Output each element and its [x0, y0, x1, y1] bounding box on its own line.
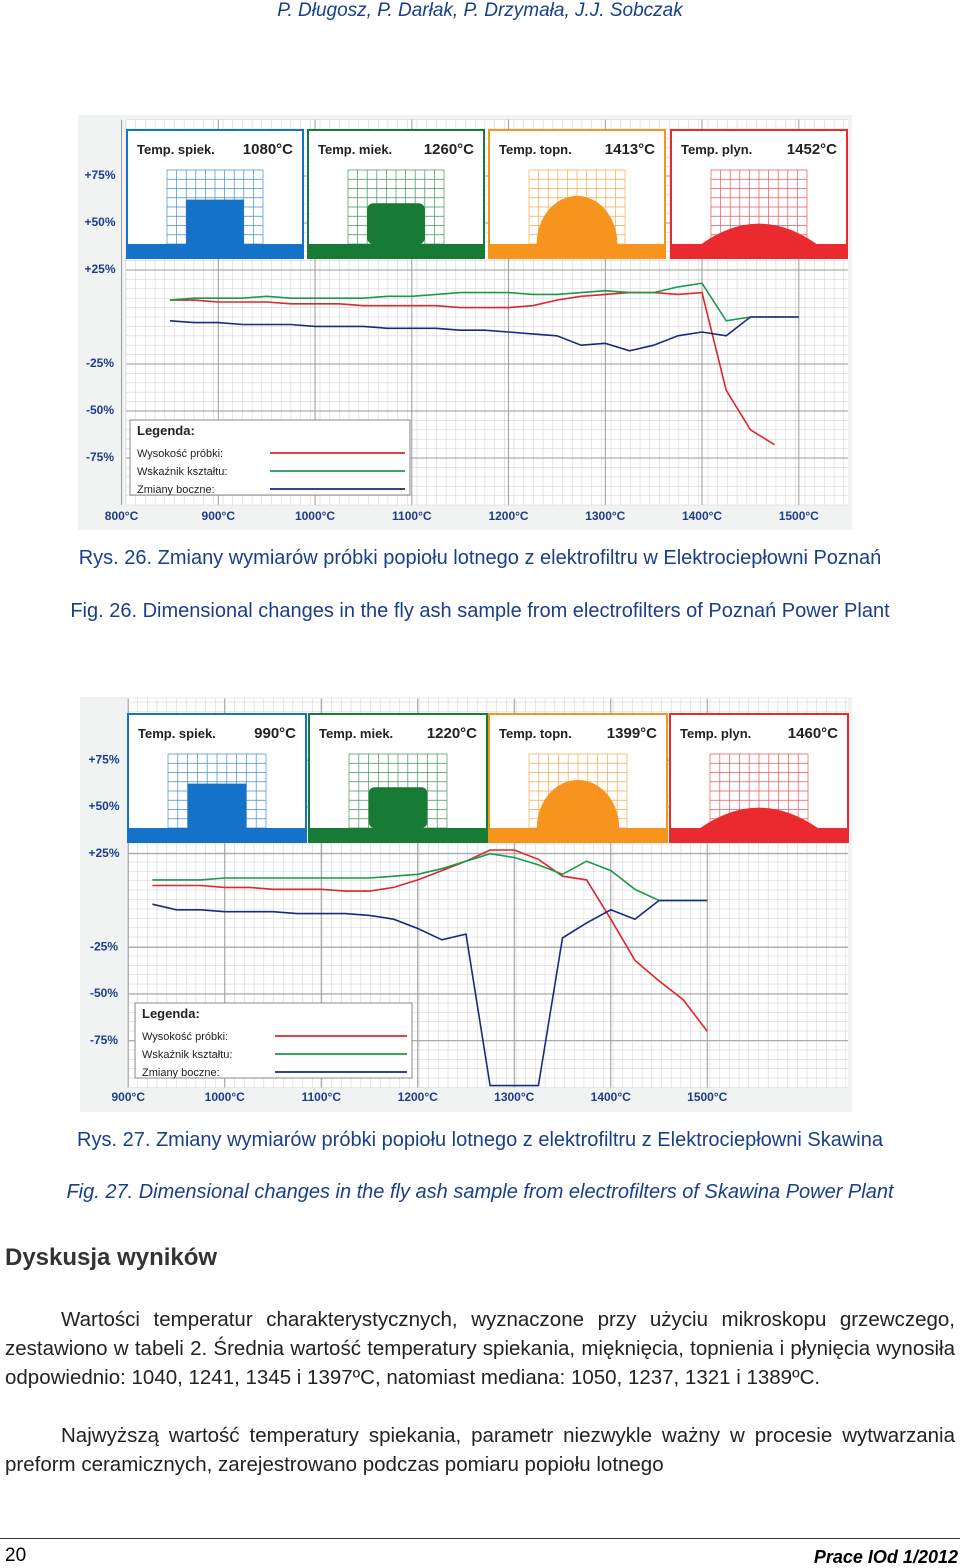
panel-temp: 1460°C: [788, 725, 838, 742]
paragraph: Najwyższą wartość temperatury spiekania,…: [5, 1424, 955, 1476]
x-tick-label: 1500°C: [687, 1090, 727, 1104]
caption-en: Fig. 27. Dimensional changes in the fly …: [66, 1181, 894, 1203]
panel-label: Temp. plyn.: [681, 142, 752, 157]
panel-temp: 1260°C: [424, 141, 474, 158]
caption-pl: Rys. 27. Zmiany wymiarów próbki popiołu …: [77, 1129, 883, 1151]
panel-temp: 1220°C: [427, 725, 477, 742]
y-tick-label: +50%: [88, 799, 119, 813]
legend-box: [134, 1002, 413, 1079]
x-tick-label: 1100°C: [302, 1090, 342, 1104]
panel-base: [127, 244, 303, 258]
sample-shape: [536, 779, 620, 828]
x-tick-label: 1200°C: [398, 1090, 438, 1104]
x-tick-label: 800°C: [105, 509, 139, 523]
panel-label: Temp. miek.: [318, 142, 392, 157]
panel-label: Temp. plyn.: [680, 726, 751, 741]
legend-label: Zmiany boczne:: [137, 484, 215, 496]
caption-pl: Rys. 26. Zmiany wymiarów próbki popiołu …: [78, 547, 882, 569]
x-tick-label: 1100°C: [392, 509, 432, 523]
x-tick-label: 1200°C: [488, 509, 528, 523]
legend-label: Wysokość próbki:: [142, 1031, 228, 1043]
paragraph: Wartości temperatur charakterystycznych,…: [5, 1308, 955, 1389]
legend-title: Legenda:: [142, 1006, 200, 1021]
x-tick-label: 1300°C: [585, 509, 625, 523]
x-tick-label: 1500°C: [779, 509, 819, 523]
y-tick-label: +75%: [88, 752, 119, 766]
panel-base: [489, 244, 665, 258]
y-tick-label: -50%: [90, 986, 118, 1000]
y-tick-label: -75%: [90, 1033, 118, 1047]
sample-shape: [701, 223, 817, 244]
x-tick-label: 1300°C: [494, 1090, 534, 1104]
sample-shape: [368, 787, 428, 828]
panel-base: [670, 828, 848, 842]
page-number: 20: [5, 1545, 27, 1566]
panel-label: Temp. miek.: [319, 726, 393, 741]
legend-box: [129, 419, 411, 496]
panel-base: [309, 828, 487, 842]
sample-shape: [700, 807, 818, 828]
legend-title: Legenda:: [137, 423, 195, 438]
panel-base: [671, 244, 847, 258]
y-tick-label: -25%: [90, 939, 118, 953]
series-line: [152, 849, 708, 1032]
caption-en: Fig. 26. Dimensional changes in the fly …: [70, 600, 890, 622]
panel-label: Temp. topn.: [499, 142, 572, 157]
panel-temp: 990°C: [254, 725, 296, 742]
x-tick-label: 1400°C: [682, 509, 722, 523]
panel-label: Temp. topn.: [499, 726, 572, 741]
panel-temp: 1080°C: [243, 141, 293, 158]
x-tick-label: 900°C: [202, 509, 236, 523]
series-line: [152, 899, 708, 1087]
legend-label: Wskaźnik kształtu:: [137, 466, 227, 478]
section-heading: Dyskusja wyników: [5, 1244, 218, 1271]
panel-base: [128, 828, 306, 842]
sample-shape: [187, 783, 247, 828]
series-line: [169, 291, 776, 446]
journal: Prace IOd 1/2012: [813, 1547, 958, 1567]
series-line: [169, 282, 799, 322]
sample-shape: [536, 195, 618, 244]
y-tick-label: -25%: [86, 356, 114, 370]
series-line: [169, 316, 799, 352]
y-tick-label: +25%: [88, 846, 119, 860]
x-tick-label: 1000°C: [205, 1090, 245, 1104]
legend-label: Zmiany boczne:: [142, 1067, 220, 1079]
sample-shape: [186, 199, 244, 244]
panel-temp: 1413°C: [605, 141, 655, 158]
x-tick-label: 900°C: [112, 1090, 146, 1104]
y-tick-label: +25%: [84, 262, 115, 276]
legend-label: Wskaźnik kształtu:: [142, 1049, 232, 1061]
footer-rule: [0, 1538, 960, 1539]
y-tick-label: +75%: [84, 168, 115, 182]
x-tick-label: 1000°C: [295, 509, 335, 523]
running-header: P. Długosz, P. Darłak, P. Drzymała, J.J.…: [277, 0, 683, 21]
y-tick-label: +50%: [84, 215, 115, 229]
x-tick-label: 1400°C: [591, 1090, 631, 1104]
y-tick-label: -75%: [86, 450, 114, 464]
panel-label: Temp. spiek.: [137, 142, 215, 157]
panel-label: Temp. spiek.: [138, 726, 216, 741]
panel-temp: 1452°C: [787, 141, 837, 158]
sample-shape: [367, 203, 425, 244]
panel-base: [489, 828, 667, 842]
series-line: [152, 852, 708, 902]
y-tick-label: -50%: [86, 403, 114, 417]
panel-temp: 1399°C: [607, 725, 657, 742]
legend-label: Wysokość próbki:: [137, 448, 223, 460]
panel-base: [308, 244, 484, 258]
